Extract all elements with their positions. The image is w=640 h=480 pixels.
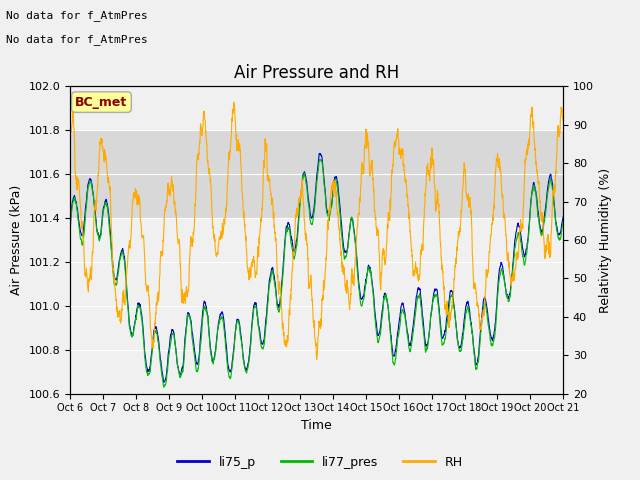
Y-axis label: Relativity Humidity (%): Relativity Humidity (%) — [600, 168, 612, 312]
Title: Air Pressure and RH: Air Pressure and RH — [234, 64, 399, 82]
Legend: li75_p, li77_pres, RH: li75_p, li77_pres, RH — [172, 451, 468, 474]
Text: No data for f_AtmPres: No data for f_AtmPres — [6, 10, 148, 21]
Bar — [70, 130, 563, 218]
Y-axis label: Air Pressure (kPa): Air Pressure (kPa) — [10, 185, 24, 295]
Text: No data for f_AtmPres: No data for f_AtmPres — [6, 34, 148, 45]
X-axis label: Time: Time — [301, 419, 332, 432]
Text: BC_met: BC_met — [76, 96, 127, 108]
